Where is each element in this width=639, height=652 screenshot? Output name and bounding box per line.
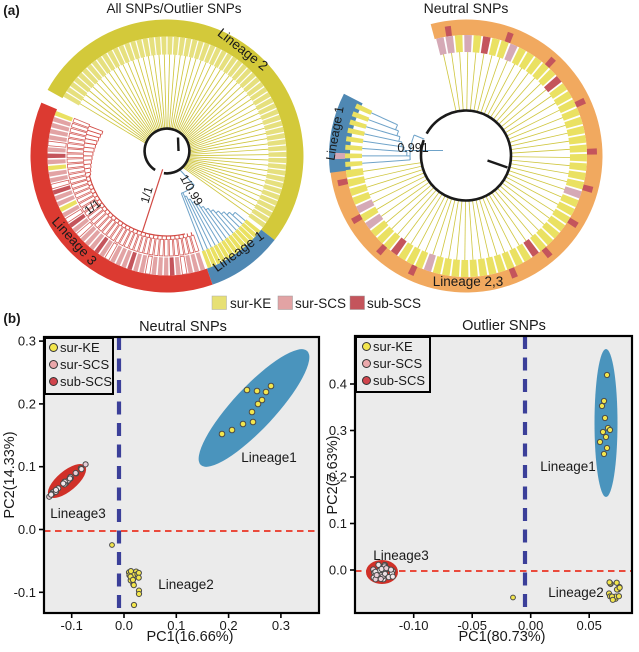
svg-text:(b): (b) <box>3 311 20 326</box>
svg-text:Lineage3: Lineage3 <box>373 548 429 563</box>
svg-text:0.3: 0.3 <box>18 334 36 349</box>
svg-text:0.991: 0.991 <box>397 141 428 155</box>
svg-text:Lineage1: Lineage1 <box>540 459 596 474</box>
svg-text:0.1: 0.1 <box>329 516 347 531</box>
svg-text:0.1: 0.1 <box>18 459 36 474</box>
svg-text:Lineage3: Lineage3 <box>50 506 106 521</box>
svg-text:PC2(7.63%): PC2(7.63%) <box>325 436 341 515</box>
svg-text:-0.1: -0.1 <box>14 585 36 600</box>
svg-text:-0.10: -0.10 <box>399 618 429 633</box>
svg-text:-0.1: -0.1 <box>60 618 82 633</box>
svg-text:sur-KE: sur-KE <box>230 296 271 311</box>
svg-text:Lineage2: Lineage2 <box>158 577 214 592</box>
svg-text:sur-KE: sur-KE <box>60 340 100 355</box>
svg-text:sur-SCS: sur-SCS <box>295 296 346 311</box>
svg-text:sur-KE: sur-KE <box>373 339 413 354</box>
svg-text:0.0: 0.0 <box>115 618 133 633</box>
svg-text:Outlier SNPs: Outlier SNPs <box>462 318 546 334</box>
svg-text:sur-SCS: sur-SCS <box>373 356 422 371</box>
svg-text:Lineage1: Lineage1 <box>241 450 297 465</box>
svg-text:0.0: 0.0 <box>18 522 36 537</box>
svg-text:0.0: 0.0 <box>329 563 347 578</box>
svg-text:PC2(14.33%): PC2(14.33%) <box>2 431 18 518</box>
svg-text:Neutral SNPs: Neutral SNPs <box>424 0 509 16</box>
svg-text:0.3: 0.3 <box>272 618 290 633</box>
svg-text:sur-SCS: sur-SCS <box>60 357 109 372</box>
svg-text:sub-SCS: sub-SCS <box>60 374 112 389</box>
svg-text:0.2: 0.2 <box>18 396 36 411</box>
svg-text:Neutral SNPs: Neutral SNPs <box>139 319 227 335</box>
svg-text:PC1(80.73%): PC1(80.73%) <box>458 629 545 645</box>
svg-text:Lineage 2,3: Lineage 2,3 <box>433 274 504 289</box>
svg-text:PC1(16.66%): PC1(16.66%) <box>146 629 233 645</box>
svg-text:sub-SCS: sub-SCS <box>367 296 421 311</box>
svg-text:Lineage2: Lineage2 <box>548 585 604 600</box>
svg-text:sub-SCS: sub-SCS <box>373 373 425 388</box>
svg-text:0.4: 0.4 <box>329 377 347 392</box>
svg-text:All SNPs/Outlier SNPs: All SNPs/Outlier SNPs <box>106 1 241 16</box>
svg-text:0.05: 0.05 <box>577 618 602 633</box>
svg-text:(a): (a) <box>3 3 20 18</box>
